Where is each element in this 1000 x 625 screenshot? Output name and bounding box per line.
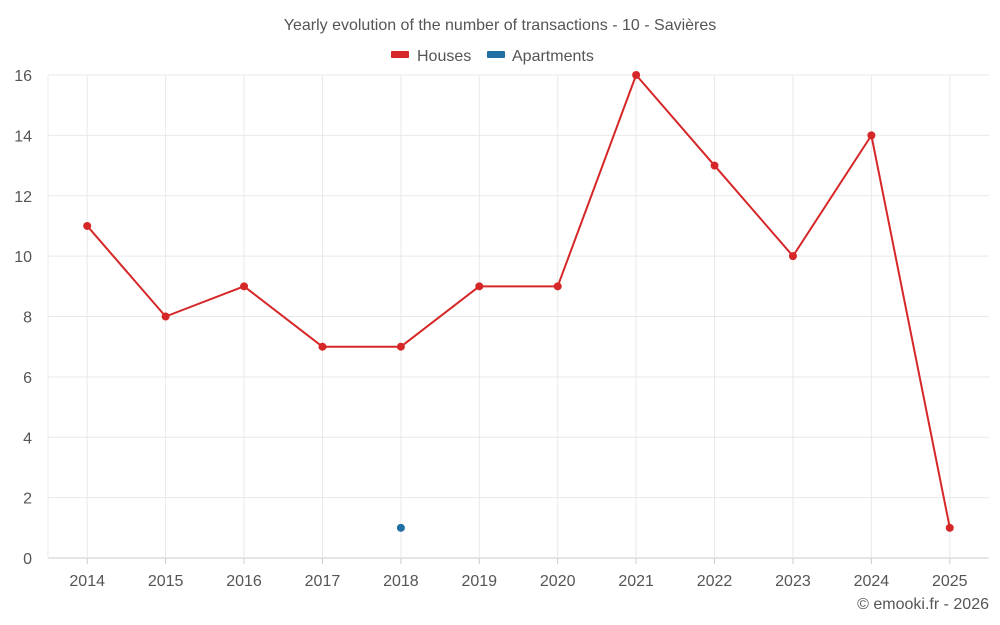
y-tick-label: 0 — [23, 551, 32, 568]
data-point-houses-2023[interactable] — [788, 252, 797, 261]
series-group — [83, 71, 954, 532]
x-tick-label: 2023 — [775, 573, 811, 590]
data-point-houses-2019[interactable] — [475, 282, 484, 291]
data-point-houses-2014[interactable] — [83, 221, 92, 230]
legend: Houses Apartments — [391, 48, 594, 65]
legend-swatch — [391, 51, 409, 58]
x-tick-label: 2020 — [540, 573, 576, 590]
y-tick-label: 12 — [14, 189, 32, 206]
data-point-houses-2024[interactable] — [867, 131, 876, 140]
legend-swatch — [487, 51, 505, 58]
y-tick-label: 6 — [23, 370, 32, 387]
x-tick-label: 2016 — [226, 573, 262, 590]
y-tick-label: 14 — [14, 128, 32, 145]
series-apartments — [396, 523, 405, 532]
y-tick-label: 4 — [23, 430, 32, 447]
x-tick-label: 2019 — [461, 573, 497, 590]
legend-label: Apartments — [512, 48, 594, 65]
data-point-houses-2020[interactable] — [553, 282, 562, 291]
x-tick-label: 2024 — [854, 573, 890, 590]
credit-text: © emooki.fr - 2026 — [857, 596, 989, 613]
data-point-houses-2017[interactable] — [318, 342, 327, 351]
y-tick-label: 16 — [14, 68, 32, 85]
legend-label: Houses — [417, 48, 471, 65]
y-grid — [48, 74, 989, 559]
y-tick-labels: 0 2 4 6 8 10 12 14 16 — [14, 68, 32, 568]
x-grid — [86, 75, 951, 558]
data-point-apartments-2018[interactable] — [396, 523, 405, 532]
x-tick-labels: 2014 2015 2016 2017 2018 2019 2020 2021 2022 2023… — [69, 573, 967, 590]
series-line-houses — [86, 74, 951, 529]
x-tick-label: 2018 — [383, 573, 419, 590]
y-tick-label: 10 — [14, 249, 32, 266]
legend-item-apartments[interactable]: Apartments — [487, 48, 594, 65]
x-tick-label: 2022 — [697, 573, 733, 590]
data-point-houses-2025[interactable] — [945, 523, 954, 532]
axes — [47, 75, 951, 564]
legend-item-houses[interactable]: Houses — [391, 48, 471, 65]
x-tick-label: 2025 — [932, 573, 968, 590]
data-point-houses-2016[interactable] — [240, 282, 249, 291]
data-point-houses-2015[interactable] — [161, 312, 170, 321]
y-tick-label: 8 — [23, 310, 32, 327]
data-point-houses-2022[interactable] — [710, 161, 719, 170]
x-tick-label: 2014 — [69, 573, 105, 590]
data-point-houses-2021[interactable] — [632, 71, 641, 79]
chart-title: Yearly evolution of the number of transa… — [284, 17, 717, 34]
x-tick-label: 2015 — [148, 573, 184, 590]
y-tick-label: 2 — [23, 491, 32, 508]
series-houses — [83, 71, 954, 532]
x-tick-label: 2021 — [618, 573, 654, 590]
x-tick-label: 2017 — [305, 573, 341, 590]
data-point-houses-2018[interactable] — [396, 342, 405, 351]
